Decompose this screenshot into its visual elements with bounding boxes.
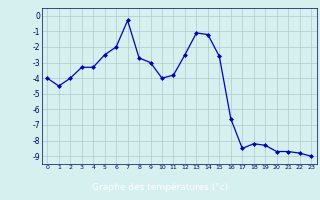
Text: Graphe des températures (°c): Graphe des températures (°c) — [92, 182, 228, 192]
